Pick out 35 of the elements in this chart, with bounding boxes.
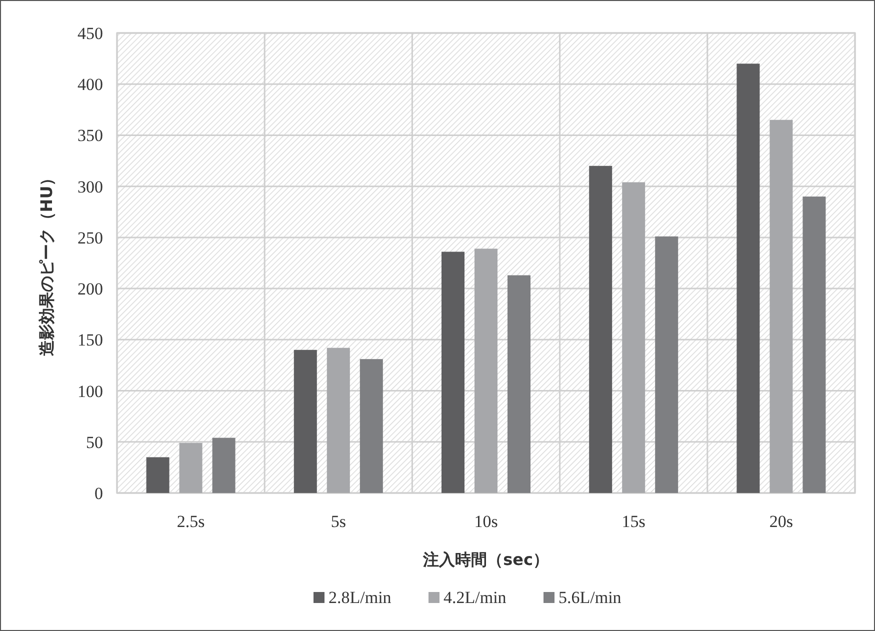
bar bbox=[589, 166, 612, 493]
y-tick-label: 50 bbox=[86, 432, 103, 452]
y-tick-label: 100 bbox=[78, 382, 103, 401]
x-tick-label: 15s bbox=[622, 512, 646, 531]
bar bbox=[508, 275, 530, 493]
x-tick-label: 20s bbox=[769, 512, 794, 531]
bar bbox=[146, 457, 170, 493]
y-tick-label: 200 bbox=[78, 280, 103, 299]
y-axis-title: 造影効果のピーク（HU） bbox=[37, 170, 56, 356]
x-tick-label: 2.5s bbox=[176, 512, 205, 531]
bar bbox=[802, 196, 826, 493]
bar bbox=[326, 348, 350, 493]
bar bbox=[360, 359, 383, 493]
y-tick-label: 400 bbox=[78, 75, 103, 94]
y-tick-label: 250 bbox=[78, 228, 103, 248]
x-tick-label: 5s bbox=[330, 512, 346, 531]
y-tick-label: 150 bbox=[78, 330, 103, 350]
legend-label: 5.6L/min bbox=[558, 588, 622, 607]
x-axis-title: 注入時間（sec） bbox=[422, 550, 549, 569]
bar bbox=[212, 438, 236, 493]
y-tick-label: 350 bbox=[78, 126, 103, 146]
y-tick-label: 450 bbox=[78, 24, 103, 43]
bar bbox=[294, 350, 317, 493]
bar bbox=[442, 252, 464, 493]
bar bbox=[622, 182, 646, 493]
y-tick-label: 0 bbox=[94, 484, 103, 503]
legend-label: 2.8L/min bbox=[328, 588, 392, 607]
y-tick-label: 300 bbox=[78, 177, 103, 196]
bar bbox=[655, 236, 678, 493]
legend-label: 4.2L/min bbox=[444, 588, 507, 607]
bar bbox=[736, 64, 760, 493]
bar bbox=[179, 442, 202, 493]
bar bbox=[474, 248, 498, 493]
x-tick-label: 10s bbox=[474, 512, 498, 531]
bar bbox=[770, 120, 793, 493]
